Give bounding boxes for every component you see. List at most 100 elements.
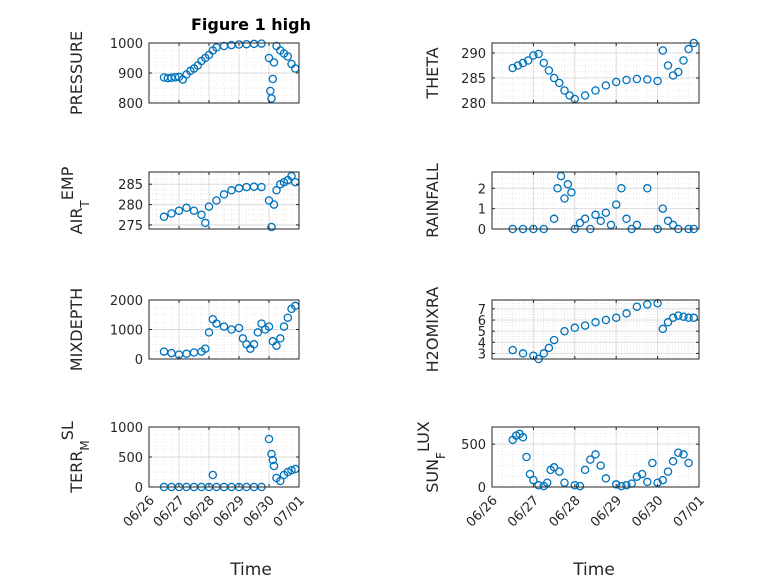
data-point bbox=[611, 480, 621, 489]
data-point bbox=[632, 220, 642, 230]
data-point bbox=[159, 212, 169, 222]
data-point bbox=[596, 461, 605, 470]
y-tick-label: 285 bbox=[461, 72, 486, 87]
y-tick-label: 1000 bbox=[110, 37, 143, 52]
axes-box bbox=[491, 426, 700, 488]
axes-box bbox=[491, 299, 700, 360]
data-point bbox=[269, 58, 279, 67]
y-tick-label: 290 bbox=[461, 47, 486, 62]
data-point bbox=[267, 222, 276, 232]
data-point bbox=[264, 53, 274, 63]
x-tick-label: 06/30 bbox=[241, 493, 278, 530]
y-axis-label: RAINFALL bbox=[423, 163, 442, 238]
data-point bbox=[553, 184, 562, 193]
data-point bbox=[513, 61, 523, 70]
data-point bbox=[555, 78, 564, 88]
data-point bbox=[529, 51, 538, 60]
data-point bbox=[689, 313, 699, 323]
x-tick-label: 06/28 bbox=[547, 493, 584, 530]
y-tick-label: 0 bbox=[478, 481, 486, 496]
data-point bbox=[622, 75, 631, 85]
subplot-5: 0 1000 2000 MIXDEPTH bbox=[67, 288, 300, 371]
x-tick-label: 07/01 bbox=[271, 493, 308, 530]
y-tick-label: 4 bbox=[478, 336, 486, 351]
data-point bbox=[534, 481, 543, 490]
data-point bbox=[279, 322, 289, 331]
y-tick-label: 285 bbox=[118, 178, 143, 193]
data-point bbox=[601, 208, 611, 217]
y-tick-label: 0 bbox=[135, 481, 143, 496]
data-point bbox=[560, 326, 569, 336]
data-point bbox=[658, 204, 668, 213]
data-point bbox=[276, 476, 285, 486]
data-point bbox=[580, 321, 590, 330]
data-point bbox=[591, 86, 600, 95]
data-point bbox=[201, 218, 210, 228]
subplot-3: 275 280 285 AIRTEMP bbox=[58, 166, 300, 234]
y-tick-label: 1000 bbox=[110, 421, 143, 436]
data-point bbox=[276, 334, 285, 343]
data-point bbox=[632, 472, 642, 481]
data-point bbox=[549, 73, 559, 83]
data-point bbox=[523, 56, 533, 65]
data-point bbox=[668, 457, 678, 466]
y-axis-label: PRESSURE bbox=[67, 31, 86, 115]
data-point bbox=[174, 206, 184, 215]
data-point bbox=[264, 322, 274, 331]
data-point bbox=[272, 341, 281, 350]
data-point bbox=[257, 39, 266, 48]
subplot-1: 800 900 1000 PRESSURE bbox=[67, 31, 300, 115]
data-point bbox=[539, 349, 549, 358]
y-axis-label: AIRTEMP bbox=[58, 166, 93, 234]
data-point bbox=[287, 465, 296, 475]
data-point bbox=[658, 324, 668, 334]
data-point bbox=[208, 470, 218, 480]
data-point bbox=[182, 203, 191, 213]
data-point bbox=[227, 186, 236, 195]
data-point bbox=[570, 323, 580, 333]
data-point bbox=[674, 448, 683, 457]
y-tick-label: 800 bbox=[118, 97, 143, 112]
data-point bbox=[580, 91, 590, 100]
data-point bbox=[267, 449, 276, 459]
data-point bbox=[560, 194, 569, 203]
data-point bbox=[684, 313, 693, 323]
data-point bbox=[269, 461, 279, 471]
data-point bbox=[264, 434, 274, 444]
y-tick-label: 900 bbox=[118, 67, 143, 82]
y-tick-label: 7 bbox=[478, 303, 486, 318]
y-tick-label: 2000 bbox=[110, 294, 143, 309]
data-point bbox=[643, 184, 652, 193]
data-point bbox=[580, 465, 590, 475]
data-point bbox=[204, 328, 214, 337]
data-point bbox=[238, 334, 248, 343]
data-point bbox=[606, 220, 616, 230]
y-axis-label-part: SUN bbox=[423, 459, 442, 493]
data-point bbox=[234, 323, 244, 333]
data-point bbox=[518, 433, 528, 442]
data-point bbox=[167, 209, 176, 218]
figure-title: Figure 1 high bbox=[191, 15, 311, 34]
x-tick-label: 07/01 bbox=[671, 493, 708, 530]
data-point bbox=[267, 94, 276, 103]
data-point bbox=[591, 210, 600, 220]
data-point bbox=[508, 345, 517, 355]
y-axis-label: H2OMIXRA bbox=[423, 287, 442, 373]
data-point bbox=[622, 481, 631, 490]
y-axis-label-subscript: F bbox=[434, 452, 448, 459]
data-point bbox=[601, 315, 611, 325]
data-point bbox=[283, 313, 293, 322]
data-point bbox=[591, 450, 600, 459]
data-point bbox=[643, 477, 652, 487]
subplot-8: 0 500 06/26 06/27 06/28 06/29 06/30 07/01 SUNFLU… bbox=[414, 421, 708, 530]
y-axis-label-part: TERR bbox=[67, 451, 86, 494]
data-point bbox=[575, 481, 585, 491]
x-tick-label: 06/30 bbox=[629, 493, 666, 530]
data-point bbox=[212, 319, 221, 328]
data-point bbox=[586, 455, 595, 464]
data-point bbox=[201, 344, 210, 353]
y-tick-label: 500 bbox=[461, 438, 486, 453]
y-tick-label: 3 bbox=[478, 347, 486, 362]
axes-box bbox=[148, 171, 300, 230]
